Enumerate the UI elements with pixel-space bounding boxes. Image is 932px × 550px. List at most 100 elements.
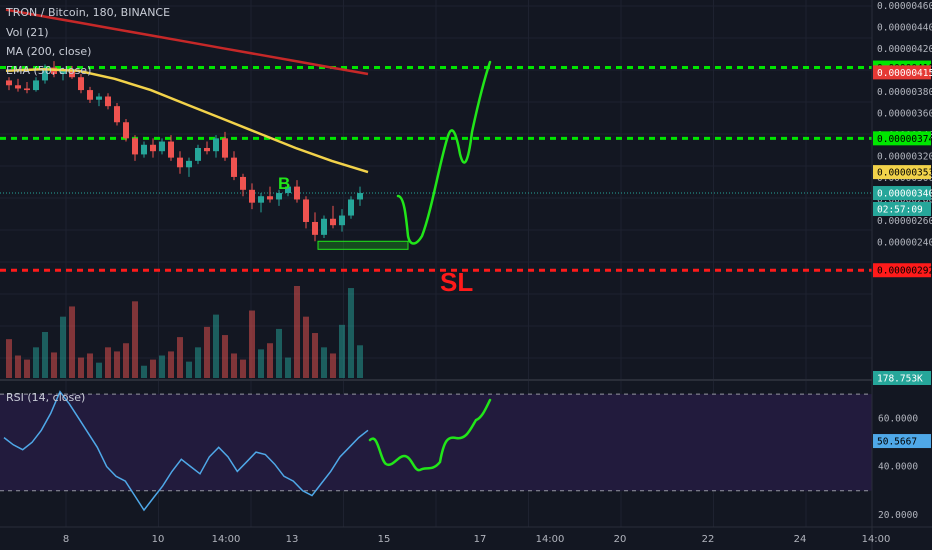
- candle-body: [294, 186, 300, 200]
- price-tag-bg: [873, 186, 931, 201]
- volume-legend[interactable]: Vol (21): [6, 26, 49, 39]
- time-tick-label: 14:00: [212, 534, 241, 545]
- candle-body: [141, 144, 147, 155]
- volume-bar: [285, 357, 291, 378]
- volume-bar: [294, 286, 300, 378]
- volume-bar: [159, 355, 165, 378]
- volume-bar: [330, 353, 336, 378]
- candle-body: [114, 106, 120, 123]
- volume-bar: [321, 347, 327, 378]
- volume-bar: [312, 333, 318, 378]
- symbol-title[interactable]: TRON / Bitcoin, 180, BINANCE: [6, 6, 171, 19]
- time-tick-label: 14:00: [536, 534, 565, 545]
- volume-bar: [33, 347, 39, 378]
- ma200-line: [5, 8, 369, 76]
- candle-body: [222, 138, 228, 158]
- rsi-tick-label: 60.0000: [878, 413, 918, 424]
- ma-legend[interactable]: MA (200, close): [6, 45, 92, 58]
- candle-body: [6, 80, 12, 86]
- candle-body: [168, 141, 174, 158]
- candle-body: [42, 67, 48, 81]
- candle-body: [258, 196, 264, 203]
- volume-bar: [339, 324, 345, 378]
- volume-bar: [303, 316, 309, 378]
- candle-body: [357, 193, 363, 200]
- price-axis[interactable]: 0.000004600.000004400.000004200.00000400…: [871, 0, 932, 550]
- candle-body: [96, 96, 102, 100]
- time-axis[interactable]: 8 10 14:00 13 15 17 14:00 20 22 24 14:00: [0, 526, 932, 545]
- candle-body: [348, 199, 354, 216]
- volume-bar: [51, 352, 57, 378]
- volume-tag-bg: [873, 371, 931, 385]
- volume-bar: [114, 351, 120, 378]
- volume-bar: [60, 316, 66, 378]
- volume-bar: [78, 357, 84, 378]
- volume-bar: [240, 359, 246, 378]
- time-tick-label: 10: [152, 534, 165, 545]
- volume-bar: [15, 355, 21, 378]
- volume-bar: [195, 347, 201, 378]
- countdown-tag-bg: [873, 202, 931, 216]
- volume-bar: [357, 345, 363, 378]
- price-level-tag-bg: [873, 263, 931, 278]
- price-tick-label: 0.00000320: [877, 152, 932, 163]
- candle-body: [150, 144, 156, 152]
- volume-bars: [6, 286, 363, 378]
- volume-bar: [150, 359, 156, 378]
- price-level-tag: 0.00000292: [877, 266, 932, 277]
- ema-legend[interactable]: EMA (50, close): [6, 64, 92, 77]
- price-tag-bg: [873, 165, 931, 180]
- volume-bar: [186, 361, 192, 378]
- candle-body: [105, 96, 111, 107]
- candle-body: [303, 199, 309, 222]
- volume-bar: [105, 347, 111, 378]
- volume-bar: [123, 343, 129, 378]
- price-tick-label: 0.00000440: [877, 23, 932, 34]
- candle-body: [240, 176, 246, 190]
- candle-body: [267, 196, 273, 200]
- volume-bar: [213, 314, 219, 378]
- candle-body: [69, 70, 75, 78]
- candle-body: [231, 157, 237, 177]
- price-tick-label: 0.00000460: [877, 1, 932, 12]
- price-level-tag: 0.00000374: [877, 134, 932, 145]
- rsi-tick-label: 20.0000: [878, 510, 918, 521]
- volume-tag: 178.753K: [877, 374, 923, 385]
- price-projection-path: [396, 60, 492, 245]
- volume-bar: [204, 326, 210, 378]
- volume-bar: [132, 301, 138, 378]
- time-tick-label: 14:00: [862, 534, 891, 545]
- price-tag: 0.00000340: [877, 189, 932, 200]
- candle-body: [204, 147, 210, 152]
- candles: [6, 61, 363, 242]
- time-tick-label: 20: [614, 534, 627, 545]
- rsi-series: [3, 390, 369, 512]
- candle-body: [15, 85, 21, 89]
- volume-bar: [231, 353, 237, 378]
- volume-bar: [348, 288, 354, 378]
- candle-body: [177, 157, 183, 168]
- candle-body: [33, 80, 39, 91]
- candle-body: [312, 221, 318, 235]
- volume-bar: [42, 332, 48, 378]
- candle-body: [330, 218, 336, 226]
- rsi-projection-path: [368, 398, 492, 472]
- price-tick-label: 0.00000360: [877, 109, 932, 120]
- volume-bar: [6, 339, 12, 378]
- volume-bar: [258, 349, 264, 378]
- candle-body: [186, 160, 192, 168]
- volume-bar: [24, 359, 30, 378]
- rsi-band-fill: [0, 394, 872, 491]
- price-tag: 0.00000353: [877, 168, 932, 179]
- candle-body: [321, 218, 327, 235]
- candle-body: [276, 193, 282, 200]
- price-tag: 0.00000415: [877, 68, 932, 79]
- countdown-tag: 02:57:09: [877, 205, 923, 216]
- buy-marker-label: B: [278, 174, 290, 193]
- candle-body: [132, 138, 138, 155]
- volume-bar: [168, 351, 174, 378]
- volume-bar: [177, 337, 183, 378]
- rsi-legend[interactable]: RSI (14, close): [6, 391, 86, 404]
- price-levels: [0, 66, 872, 272]
